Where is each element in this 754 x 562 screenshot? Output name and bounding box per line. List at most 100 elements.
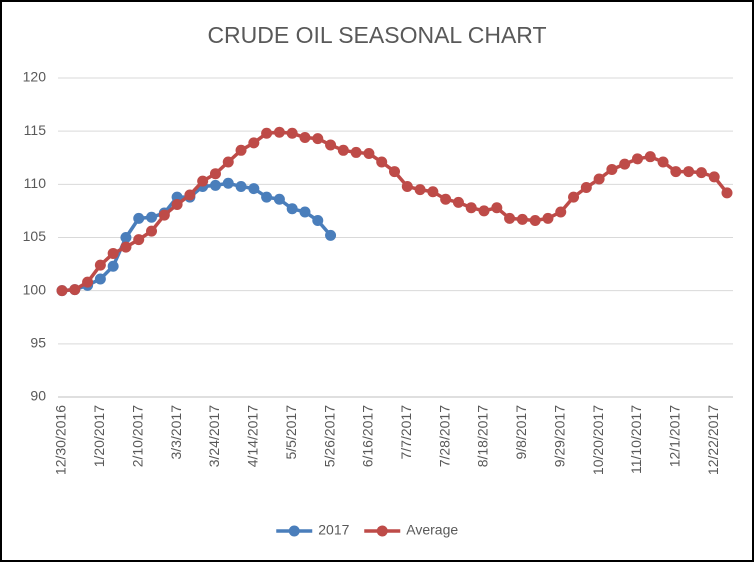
y-tick-label: 95 bbox=[30, 335, 46, 351]
x-tick-label: 7/7/2017 bbox=[398, 405, 414, 460]
data-point bbox=[337, 144, 349, 156]
x-tick-label: 5/5/2017 bbox=[283, 405, 299, 460]
y-tick-label: 105 bbox=[23, 228, 47, 244]
data-point bbox=[235, 180, 247, 192]
data-point bbox=[171, 199, 183, 211]
data-point bbox=[644, 151, 656, 163]
data-point bbox=[82, 276, 94, 288]
data-point bbox=[504, 212, 516, 224]
data-point bbox=[516, 213, 528, 225]
data-point bbox=[568, 191, 580, 203]
data-point bbox=[235, 144, 247, 156]
series-line bbox=[61, 181, 332, 293]
data-point bbox=[695, 167, 707, 179]
data-point bbox=[261, 191, 273, 203]
y-tick-label: 115 bbox=[24, 122, 47, 138]
data-point bbox=[312, 133, 324, 145]
data-point bbox=[209, 179, 221, 191]
legend-label: 2017 bbox=[318, 522, 349, 538]
data-point bbox=[133, 234, 145, 246]
x-tick-label: 3/24/2017 bbox=[206, 405, 222, 467]
data-point bbox=[580, 182, 592, 194]
data-point bbox=[158, 209, 170, 221]
data-point bbox=[670, 166, 682, 178]
data-point bbox=[299, 132, 311, 144]
legend-label: Average bbox=[406, 522, 458, 538]
data-point bbox=[478, 205, 490, 217]
data-point bbox=[197, 175, 209, 187]
data-point bbox=[529, 214, 541, 226]
data-point bbox=[248, 183, 260, 195]
data-point bbox=[248, 137, 260, 149]
data-point bbox=[184, 189, 196, 201]
data-point bbox=[708, 171, 720, 183]
data-point bbox=[261, 127, 273, 139]
data-point bbox=[452, 196, 464, 208]
data-point bbox=[222, 156, 234, 168]
x-tick-label: 6/16/2017 bbox=[360, 405, 376, 467]
data-point bbox=[133, 212, 145, 224]
x-tick-label: 10/20/2017 bbox=[590, 405, 606, 475]
data-point bbox=[94, 273, 106, 285]
data-point bbox=[427, 186, 439, 198]
data-point bbox=[376, 156, 388, 168]
data-point bbox=[657, 156, 669, 168]
data-point bbox=[465, 202, 477, 214]
x-tick-label: 4/14/2017 bbox=[245, 405, 261, 467]
x-tick-label: 12/1/2017 bbox=[667, 405, 683, 467]
x-tick-label: 12/30/2016 bbox=[53, 405, 69, 475]
legend-item: Average bbox=[364, 522, 458, 538]
data-point bbox=[593, 173, 605, 185]
x-tick-label: 5/26/2017 bbox=[321, 405, 337, 467]
data-point bbox=[286, 203, 298, 215]
data-point bbox=[286, 127, 298, 139]
data-point bbox=[56, 285, 68, 297]
legend-item: 2017 bbox=[276, 522, 350, 538]
data-point bbox=[350, 146, 362, 158]
x-tick-label: 11/10/2017 bbox=[628, 405, 644, 474]
data-point bbox=[440, 193, 452, 205]
data-point bbox=[273, 126, 285, 138]
data-point bbox=[555, 206, 567, 218]
x-tick-label: 3/3/2017 bbox=[168, 405, 184, 460]
data-point bbox=[69, 284, 81, 296]
data-point bbox=[721, 187, 733, 199]
data-point bbox=[631, 153, 643, 165]
x-tick-label: 1/20/2017 bbox=[91, 405, 107, 467]
data-point bbox=[363, 147, 375, 159]
y-tick-label: 120 bbox=[23, 69, 47, 85]
data-point bbox=[389, 166, 400, 178]
x-tick-label: 7/28/2017 bbox=[436, 405, 452, 467]
x-tick-label: 8/18/2017 bbox=[475, 405, 491, 467]
x-tick-label: 9/29/2017 bbox=[551, 405, 567, 467]
x-tick-label: 2/10/2017 bbox=[129, 405, 145, 467]
data-point bbox=[606, 163, 618, 175]
chart-title: CRUDE OIL SEASONAL CHART bbox=[207, 22, 546, 48]
data-point bbox=[120, 232, 132, 243]
data-point bbox=[414, 184, 426, 196]
data-point bbox=[146, 211, 158, 223]
y-tick-label: 100 bbox=[23, 281, 47, 297]
data-point bbox=[325, 229, 337, 241]
data-point bbox=[222, 177, 234, 189]
data-point bbox=[401, 180, 413, 192]
y-tick-label: 110 bbox=[24, 175, 47, 191]
data-point bbox=[94, 259, 106, 271]
data-point bbox=[619, 158, 631, 170]
legend-swatch-marker bbox=[288, 525, 300, 537]
data-point bbox=[312, 214, 324, 226]
data-point bbox=[146, 225, 158, 237]
data-point bbox=[107, 260, 119, 272]
x-tick-label: 9/8/2017 bbox=[513, 405, 529, 460]
data-point bbox=[683, 166, 695, 178]
data-point bbox=[491, 202, 503, 214]
legend-swatch-marker bbox=[376, 525, 388, 537]
data-point bbox=[325, 139, 337, 151]
data-point bbox=[299, 206, 311, 218]
data-point bbox=[273, 193, 285, 205]
data-point bbox=[107, 247, 119, 259]
y-tick-label: 90 bbox=[30, 388, 46, 404]
data-point bbox=[120, 241, 132, 253]
